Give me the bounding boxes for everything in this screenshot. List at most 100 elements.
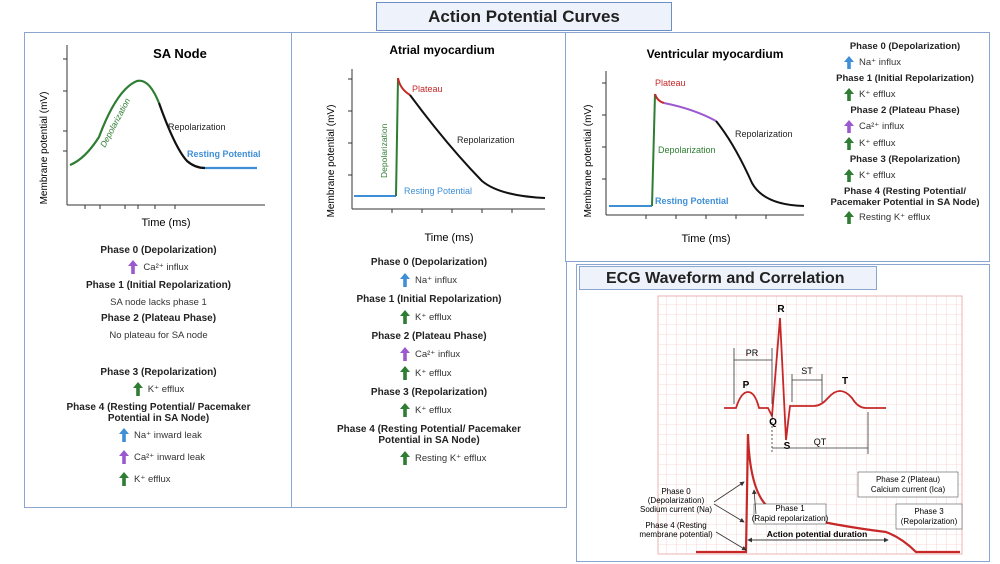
- phase0-line2: (Depolarization): [648, 496, 705, 505]
- arrow-up-green-icon: [400, 451, 410, 465]
- phase-heading: Phase 3 (Repolarization): [370, 387, 488, 398]
- phase-item: Resting K⁺ efflux: [400, 451, 562, 465]
- x-axis-label: Time (ms): [681, 233, 730, 245]
- sa-repol-label: Repolarization: [168, 122, 226, 132]
- atrial-plateau-label: Plateau: [412, 84, 443, 94]
- sa-node-title: SA Node: [153, 46, 207, 61]
- st-interval-label: ST: [801, 366, 813, 376]
- arrow-up-green-icon: [844, 137, 854, 150]
- phase1-line2: (Rapid repolarization): [752, 514, 829, 523]
- atrial-plateau-curve: [397, 77, 411, 96]
- phase-item: Ca²⁺ inward leak: [119, 450, 288, 464]
- atrial-title: Atrial myocardium: [389, 43, 494, 57]
- arrow-up-green-icon: [844, 88, 854, 101]
- y-axis-label: Membrane potential (mV): [326, 105, 337, 218]
- phase-heading: Phase 4 (Resting Potential/ Pacemaker Po…: [66, 402, 251, 424]
- phase-heading: Phase 2 (Plateau Phase): [100, 313, 217, 324]
- ventricular-resting-label: Resting Potential: [655, 196, 729, 206]
- phase-boxes: [753, 471, 963, 530]
- phase-item: K⁺ efflux: [119, 472, 288, 486]
- ventricular-repolarization-curve: [715, 120, 805, 207]
- phase-note: No plateau for SA node: [109, 330, 208, 341]
- phase-item: K⁺ efflux: [844, 169, 986, 182]
- phase-heading: Phase 4 (Resting Potential/ Pacemaker Po…: [337, 424, 521, 446]
- atrial-repolarization-curve: [409, 94, 546, 199]
- phase-connectors: [713, 481, 757, 551]
- phase2-line1: Phase 2 (Plateau): [876, 475, 940, 484]
- arrow-up-blue-icon: [119, 428, 129, 442]
- x-axis-label: Time (ms): [141, 217, 190, 229]
- ventricular-depol-label: Depolarization: [658, 145, 716, 155]
- phase0-line1: Phase 0: [661, 487, 691, 496]
- ecg-title: ECG Waveform and Correlation: [579, 266, 877, 290]
- phase-heading: Phase 1 (Initial Repolarization): [836, 73, 974, 84]
- y-axis-label: Membrane potential (mV): [39, 92, 50, 205]
- arrow-up-green-icon: [844, 169, 854, 182]
- y-ticks: [602, 82, 606, 180]
- y-ticks: [348, 78, 352, 176]
- x-axis-label: Time (ms): [424, 232, 473, 244]
- phase-heading: Phase 0 (Depolarization): [849, 41, 961, 52]
- phase-item: K⁺ efflux: [400, 310, 562, 324]
- phase2-line2: Calcium current (Ica): [871, 485, 946, 494]
- phase0-line3: Sodium current (Na): [640, 505, 712, 514]
- arrow-up-green-icon: [400, 310, 410, 324]
- atrial-depol-label: Depolarization: [379, 123, 389, 178]
- ventricular-plateau-label: Plateau: [655, 78, 686, 88]
- atrial-depolarization-curve: [395, 77, 399, 197]
- phase-note: SA node lacks phase 1: [110, 297, 207, 308]
- p-wave-label: P: [743, 380, 750, 391]
- ventricular-title: Ventricular myocardium: [647, 47, 784, 61]
- arrow-up-green-icon: [132, 382, 143, 396]
- ventricular-repol-label: Repolarization: [735, 129, 793, 139]
- atrial-resting-label: Resting Potential: [404, 186, 472, 196]
- apd-label: Action potential duration: [767, 529, 868, 539]
- phase-item: Ca²⁺ influx: [400, 347, 562, 361]
- ventricular-plateau-curve: [663, 102, 717, 122]
- phase-item: Resting K⁺ efflux: [844, 211, 986, 224]
- ventricular-phase-list: Phase 0 (Depolarization) Na⁺ influx Phas…: [824, 41, 986, 224]
- phase1-line1: Phase 1: [775, 504, 805, 513]
- phase-heading: Phase 0 (Depolarization): [100, 245, 217, 256]
- phase-item: K⁺ efflux: [29, 382, 288, 396]
- phase-heading: Phase 2 (Plateau Phase): [371, 331, 487, 342]
- x-ticks: [84, 205, 176, 209]
- phase4-line1: Phase 4 (Resting: [645, 521, 706, 530]
- arrow-up-green-icon: [844, 211, 854, 224]
- ventricular-phase1-curve: [654, 93, 665, 104]
- atrial-chart: Atrial myocardium Membrane potential (mV…: [326, 43, 546, 244]
- x-ticks: [645, 215, 767, 219]
- s-wave-label: S: [784, 441, 791, 452]
- y-ticks: [63, 58, 67, 152]
- sa-repolarization-curve: [157, 102, 206, 170]
- r-wave-label: R: [777, 304, 785, 315]
- pr-interval-label: PR: [746, 348, 759, 358]
- phase3-line2: (Repolarization): [901, 517, 958, 526]
- x-ticks: [391, 209, 513, 213]
- phase-heading: Phase 1 (Initial Repolarization): [85, 280, 232, 291]
- q-wave-label: Q: [769, 417, 777, 428]
- phase-heading: Phase 1 (Initial Repolarization): [356, 294, 502, 305]
- sa-node-panel: SA Node Membrane potential (mV) Depolari…: [24, 32, 293, 508]
- atrial-phase-list: Phase 0 (Depolarization) Na⁺ influx Phas…: [296, 257, 562, 465]
- phase-heading: Phase 2 (Plateau Phase): [850, 105, 960, 116]
- arrow-up-purple-icon: [844, 120, 854, 133]
- arrow-up-purple-icon: [119, 450, 129, 464]
- arrow-up-blue-icon: [844, 56, 854, 69]
- sa-resting-label: Resting Potential: [187, 149, 261, 159]
- phase-heading: Phase 0 (Depolarization): [370, 257, 488, 268]
- sa-phase-list: Phase 0 (Depolarization) Ca²⁺ influx Pha…: [29, 245, 288, 486]
- ventricular-chart: Ventricular myocardium Membrane potentia…: [583, 47, 805, 245]
- arrow-up-purple-icon: [400, 347, 410, 361]
- phase-heading: Phase 4 (Resting Potential/ Pacemaker Po…: [830, 186, 980, 208]
- ecg-waveform: [724, 317, 886, 441]
- phase-item: Ca²⁺ influx: [29, 260, 288, 274]
- arrow-up-blue-icon: [400, 273, 410, 287]
- arrow-up-green-icon: [400, 366, 410, 380]
- ventricular-depolarization-curve: [651, 93, 656, 207]
- phase4-line2: membrane potential): [639, 530, 713, 539]
- interval-brackets: [733, 348, 869, 454]
- phase-item: Ca²⁺ influx: [844, 120, 986, 133]
- phase-item: K⁺ efflux: [400, 403, 562, 417]
- sa-depolarization-curve: [69, 79, 161, 167]
